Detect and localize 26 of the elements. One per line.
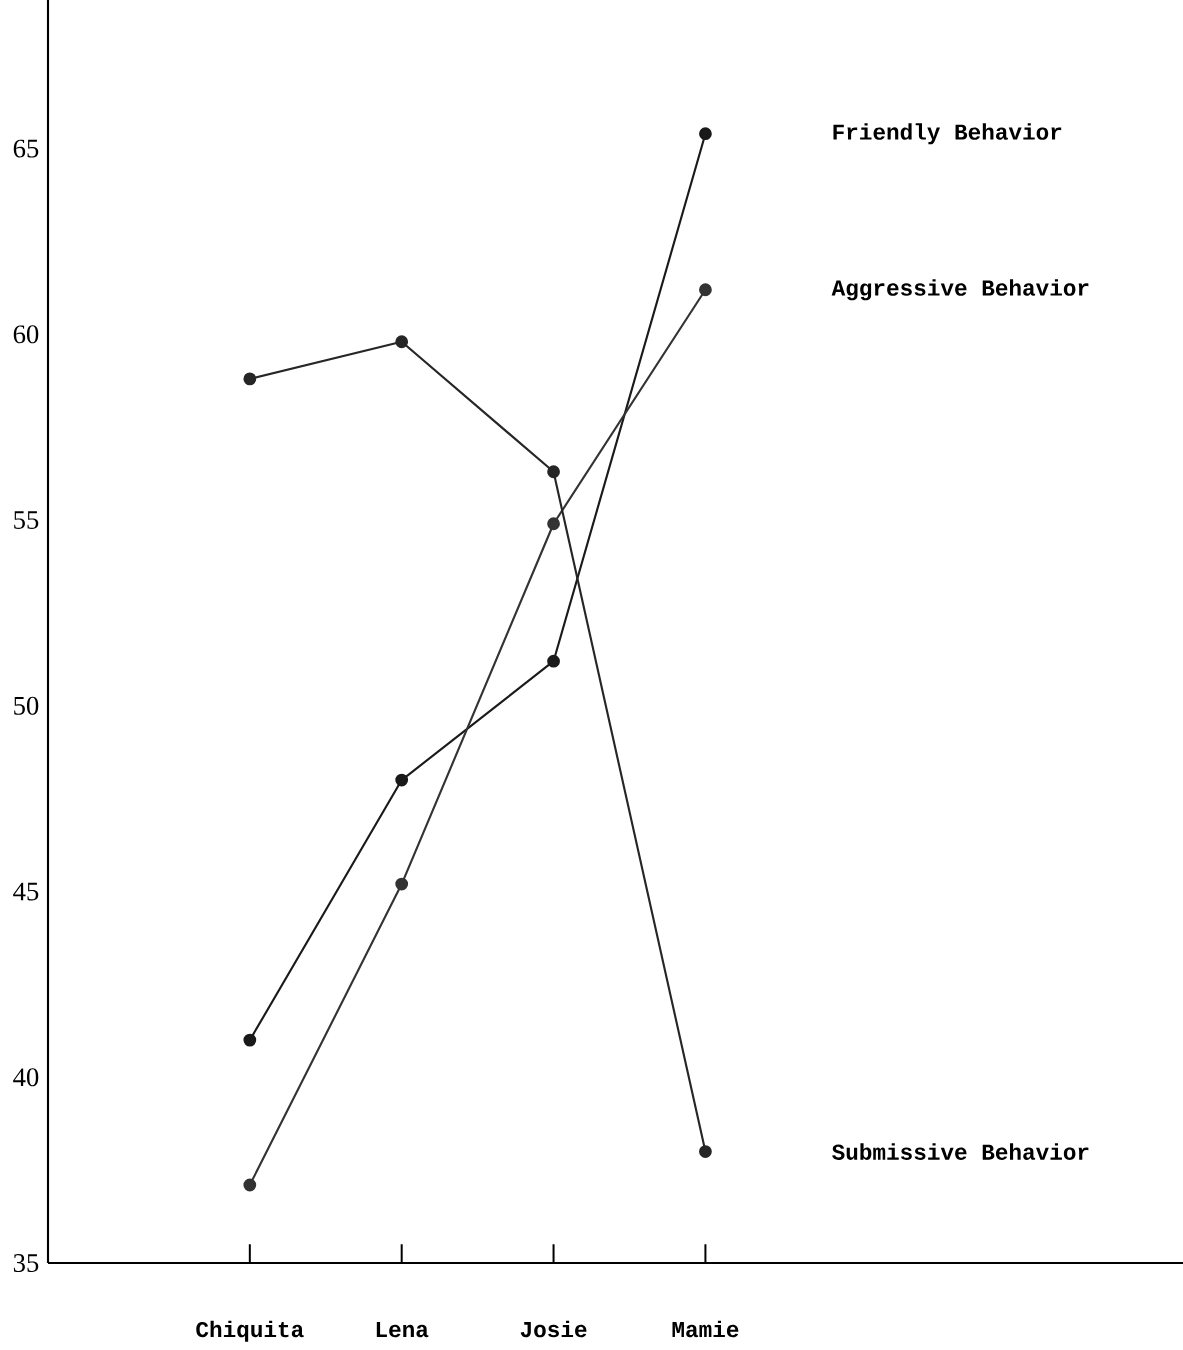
point <box>547 654 560 668</box>
point <box>395 773 409 787</box>
point <box>243 1033 257 1047</box>
point <box>395 335 409 349</box>
y-tick-label: 50 <box>14 696 39 715</box>
x-tick-label: Mamie <box>672 1320 739 1338</box>
y-tick-label: 40 <box>13 1068 39 1087</box>
point <box>547 517 560 531</box>
y-tick-label: 55 <box>14 511 39 529</box>
y-tick-label: 60 <box>13 325 39 344</box>
point <box>547 465 560 479</box>
point <box>243 372 257 386</box>
point <box>395 877 409 891</box>
x-tick-label: Chiquita <box>196 1320 304 1342</box>
point <box>699 283 712 297</box>
y-tick-label: 65 <box>13 139 39 158</box>
y-tick-label: 45 <box>13 882 39 901</box>
point <box>699 1145 712 1158</box>
text: Friendly Behavior <box>833 123 1062 145</box>
text: Submissive Behavior <box>832 1143 1089 1160</box>
y-tick-label: 35 <box>13 1254 39 1272</box>
x-tick-label: Lena <box>376 1322 429 1338</box>
x-tick-label: Josie <box>520 1320 587 1338</box>
text: Aggressive Behavior <box>831 279 1089 301</box>
point <box>699 127 712 141</box>
point <box>243 1178 257 1192</box>
